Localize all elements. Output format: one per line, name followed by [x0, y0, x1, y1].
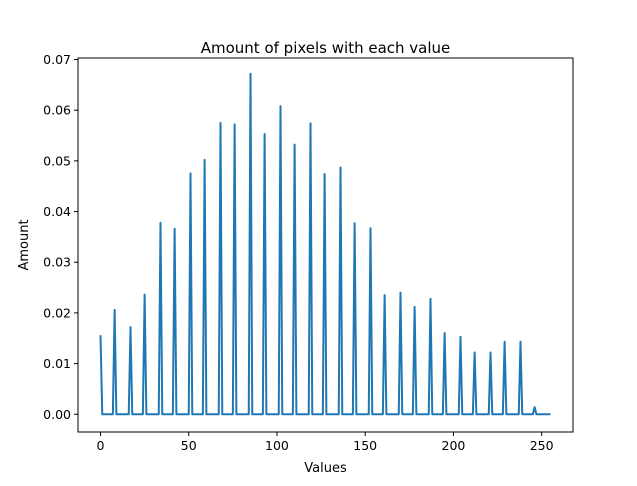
y-tick-label: 0.06: [43, 103, 71, 118]
x-tick-label: 0: [97, 438, 105, 453]
series-line: [99, 72, 551, 416]
chart-title: Amount of pixels with each value: [201, 39, 451, 57]
y-axis-title: Amount: [17, 219, 32, 270]
y-axis-ticks: 0.00 0.01 0.02 0.03 0.04 0.05 0.06 0.07: [43, 52, 78, 422]
x-axis-ticks: 0 50 100 150 200 250: [97, 432, 554, 453]
series-group: [99, 72, 551, 416]
x-axis-title: Values: [304, 461, 347, 476]
x-tick-label: 100: [265, 438, 289, 453]
x-tick-label: 250: [530, 438, 554, 453]
plot-frame: [77, 57, 574, 433]
x-tick-label: 200: [442, 438, 466, 453]
y-tick-label: 0.05: [43, 153, 71, 168]
x-tick-label: 50: [181, 438, 197, 453]
y-tick-label: 0.07: [43, 52, 71, 67]
y-tick-label: 0.04: [43, 204, 71, 219]
y-tick-label: 0.03: [43, 255, 71, 270]
y-tick-label: 0.01: [43, 356, 71, 371]
y-tick-label: 0.02: [43, 305, 71, 320]
y-tick-label: 0.00: [43, 407, 71, 422]
x-tick-label: 150: [353, 438, 377, 453]
